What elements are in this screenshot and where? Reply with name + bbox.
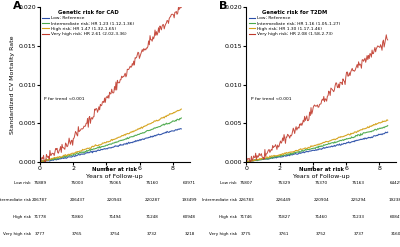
Text: 206437: 206437: [70, 198, 85, 202]
Text: 3775: 3775: [241, 232, 252, 236]
Text: 75889: 75889: [34, 181, 46, 185]
Text: 193499: 193499: [182, 198, 197, 202]
Text: Number at risk: Number at risk: [92, 167, 137, 172]
Text: Low risk: Low risk: [14, 181, 31, 185]
Y-axis label: Standardized CV Mortality Rate: Standardized CV Mortality Rate: [10, 35, 16, 134]
Text: 226783: 226783: [238, 198, 254, 202]
Text: 220904: 220904: [313, 198, 329, 202]
X-axis label: Years of Follow-up: Years of Follow-up: [293, 174, 350, 179]
Text: 220943: 220943: [107, 198, 123, 202]
Text: 206787: 206787: [32, 198, 48, 202]
Text: 60948: 60948: [183, 215, 196, 219]
Text: P for trend <0.001: P for trend <0.001: [251, 97, 292, 101]
Text: 75003: 75003: [71, 181, 84, 185]
Text: 192386: 192386: [388, 198, 400, 202]
Text: 226449: 226449: [276, 198, 292, 202]
Text: 71778: 71778: [34, 215, 46, 219]
Text: 60841: 60841: [390, 215, 400, 219]
Text: 71746: 71746: [240, 215, 253, 219]
Text: Intermediate risk: Intermediate risk: [202, 198, 237, 202]
Text: Very high risk: Very high risk: [2, 232, 31, 236]
Text: 75065: 75065: [108, 181, 121, 185]
Text: 75160: 75160: [146, 181, 159, 185]
Text: 71494: 71494: [108, 215, 121, 219]
Text: 71827: 71827: [277, 215, 290, 219]
Text: 3765: 3765: [72, 232, 83, 236]
Legend: Low; Reference, Intermediate risk; HR 1.16 (1.05-1.27), High risk; HR 1.30 (1.17: Low; Reference, Intermediate risk; HR 1.…: [249, 10, 340, 36]
Text: B: B: [220, 1, 228, 11]
Text: 3752: 3752: [316, 232, 326, 236]
Text: 71248: 71248: [146, 215, 159, 219]
Text: 63971: 63971: [183, 181, 196, 185]
Legend: Low; Reference, Intermediate risk; HR 1.23 (1.12-1.36), High risk; HR 1.47 (1.32: Low; Reference, Intermediate risk; HR 1.…: [42, 10, 134, 36]
Text: 3732: 3732: [147, 232, 158, 236]
Text: 71233: 71233: [352, 215, 365, 219]
Text: 75329: 75329: [277, 181, 290, 185]
Text: Intermediate risk: Intermediate risk: [0, 198, 31, 202]
Text: 71860: 71860: [71, 215, 84, 219]
Text: 75163: 75163: [352, 181, 365, 185]
Text: High risk: High risk: [13, 215, 31, 219]
Text: 225294: 225294: [351, 198, 366, 202]
Text: 71460: 71460: [315, 215, 328, 219]
Text: 3761: 3761: [279, 232, 289, 236]
Text: A: A: [13, 1, 22, 11]
Text: P for trend <0.001: P for trend <0.001: [44, 97, 85, 101]
Text: 3737: 3737: [353, 232, 364, 236]
Text: 3218: 3218: [184, 232, 195, 236]
Text: High risk: High risk: [219, 215, 237, 219]
Text: Low risk: Low risk: [220, 181, 237, 185]
Text: 3754: 3754: [110, 232, 120, 236]
Text: 220287: 220287: [144, 198, 160, 202]
X-axis label: Years of Follow-up: Years of Follow-up: [86, 174, 143, 179]
Text: 75370: 75370: [315, 181, 328, 185]
Text: 3777: 3777: [35, 232, 45, 236]
Text: 75807: 75807: [240, 181, 253, 185]
Text: 3160: 3160: [391, 232, 400, 236]
Text: 64429: 64429: [390, 181, 400, 185]
Text: Number at risk: Number at risk: [299, 167, 344, 172]
Text: Very high risk: Very high risk: [209, 232, 237, 236]
